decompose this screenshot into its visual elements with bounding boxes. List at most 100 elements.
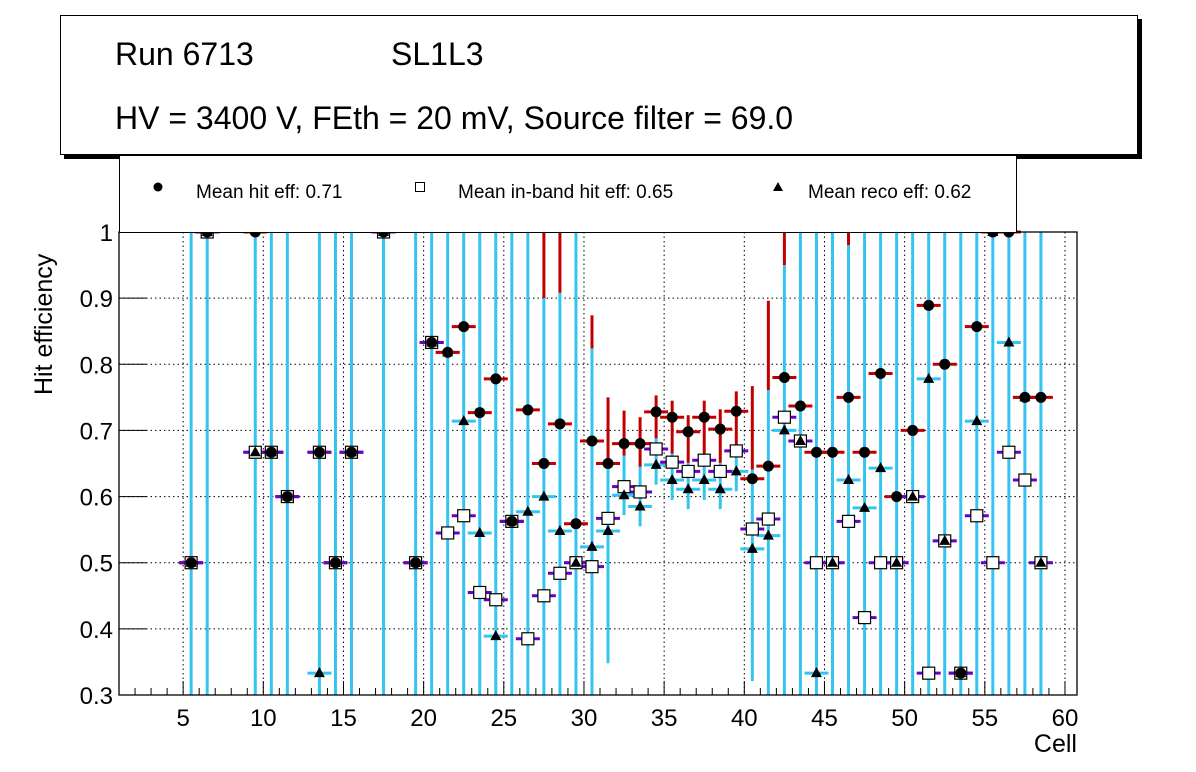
reco-marker [682, 483, 694, 494]
inband-marker [857, 611, 872, 625]
x-tick-label: 55 [971, 705, 998, 732]
reco-marker [618, 489, 630, 500]
x-tick-label: 20 [410, 705, 437, 732]
hit-marker [939, 358, 951, 370]
reco-marker [538, 490, 550, 501]
x-axis-label: Cell [1034, 730, 1077, 758]
inband-marker [713, 464, 727, 479]
hit-marker [698, 411, 710, 423]
reco-marker [345, 446, 357, 457]
hit-marker [458, 321, 470, 333]
hit-marker [714, 423, 726, 435]
reco-marker [650, 458, 662, 469]
reco-marker [426, 336, 438, 347]
inband-marker [1002, 445, 1016, 459]
hit-marker [778, 372, 790, 384]
hit-marker [826, 446, 838, 458]
y-tick-label: 0.4 [80, 617, 113, 644]
open-square-icon [415, 182, 425, 192]
reco-marker [570, 556, 582, 567]
reco-marker [474, 526, 486, 537]
inband-marker [633, 485, 647, 499]
reco-marker [522, 505, 534, 516]
inband-marker [585, 560, 599, 574]
axes: 5 10 15 20 25 30 35 40 45 50 55 60 0.3 0.4 0.5 0.6 0.7 0.… [80, 220, 1079, 732]
hit-marker [875, 368, 887, 380]
reco-marker [826, 556, 838, 567]
reco-marker [313, 667, 325, 678]
hit-marker [602, 458, 614, 469]
conditions-label: HV = 3400 V, FEth = 20 mV, Source filter… [115, 100, 794, 136]
grid [119, 231, 1077, 696]
layer-label: SL1L3 [391, 36, 484, 72]
y-tick-label: 1 [100, 220, 113, 247]
markers [184, 225, 1048, 680]
reco-marker [939, 534, 951, 545]
hit-marker [586, 435, 598, 447]
inband-marker [473, 585, 487, 600]
reco-marker [1035, 556, 1047, 567]
inband-marker [553, 566, 567, 580]
inband-marker [970, 509, 984, 523]
legend-entry-hit: Mean hit eff: 0.71 [196, 182, 343, 203]
x-tick-label: 5 [176, 705, 189, 732]
hit-marker [843, 391, 855, 403]
reco-marker [875, 462, 887, 473]
x-tick-label: 40 [731, 705, 758, 732]
reco-marker [730, 465, 742, 476]
filled-triangle-icon [773, 182, 783, 191]
reco-marker [634, 500, 646, 511]
reco-marker [586, 540, 598, 551]
hit-marker [859, 446, 871, 458]
reco-marker [185, 556, 197, 567]
reco-marker [778, 424, 790, 435]
inband-marker [649, 442, 663, 456]
hit-marker [474, 407, 486, 419]
reco-marker [602, 524, 614, 535]
hit-marker [618, 438, 630, 450]
inband-marker [441, 526, 455, 540]
inband-marker [809, 556, 824, 570]
x-tick-label: 50 [891, 705, 918, 732]
reco-marker [1019, 391, 1031, 402]
hit-marker [730, 405, 742, 417]
reco-marker [794, 435, 806, 446]
hit-marker [666, 411, 678, 423]
reco-marker [329, 556, 341, 567]
reco-marker [281, 490, 293, 501]
y-axis-label: Hit efficiency [30, 253, 58, 395]
reco-marker [859, 501, 871, 512]
hit-marker [923, 299, 935, 311]
error-bars [179, 230, 1053, 695]
reco-marker [746, 542, 758, 553]
reco-marker [810, 667, 822, 678]
legend: Mean hit eff: 0.71 Mean in-band hit eff:… [119, 156, 1017, 233]
hit-marker [522, 404, 534, 416]
reco-marker [490, 630, 502, 641]
x-tick-label: 15 [330, 705, 357, 732]
inband-marker [521, 632, 535, 646]
hit-marker [682, 426, 694, 438]
run-label: Run 6713 [115, 36, 254, 72]
hit-marker [570, 518, 582, 530]
reco-marker [891, 556, 903, 567]
inband-marker [489, 593, 503, 607]
inband-marker [681, 464, 695, 479]
x-tick-label: 45 [811, 705, 838, 732]
hit-marker [794, 400, 806, 412]
hit-marker [490, 373, 502, 385]
inband-marker [601, 511, 615, 525]
x-tick-label: 25 [490, 705, 517, 732]
y-tick-label: 0.3 [80, 683, 113, 710]
hit-marker [891, 491, 903, 503]
inband-marker [665, 455, 679, 469]
reco-marker [265, 446, 277, 457]
inband-marker [873, 556, 888, 570]
reco-marker [506, 515, 518, 526]
reco-marker [458, 415, 470, 426]
x-tick-label: 35 [651, 705, 678, 732]
reco-marker [955, 667, 967, 678]
inband-marker [922, 666, 936, 680]
inband-marker [537, 589, 551, 603]
